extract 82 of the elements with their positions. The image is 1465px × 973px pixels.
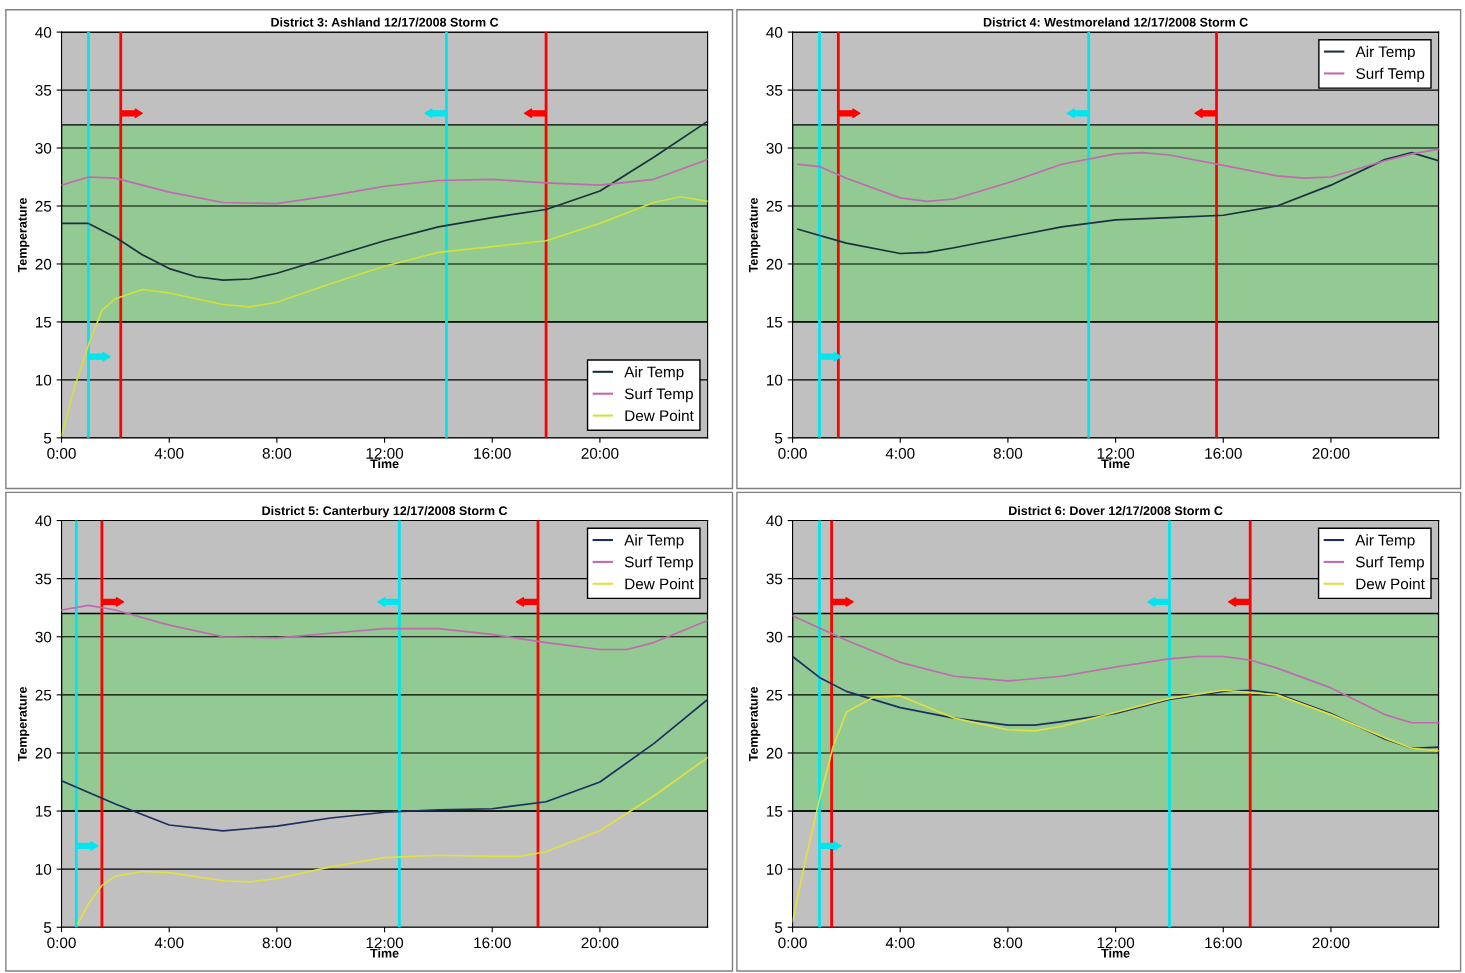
x-tick-label: 16:00 <box>1205 447 1242 459</box>
x-tick-label: 8:00 <box>262 447 292 459</box>
y-tick-label: 30 <box>35 631 52 643</box>
x-tick-label: 4:00 <box>154 937 184 949</box>
y-axis-title: Temperature <box>18 686 30 762</box>
y-axis-title: Temperature <box>749 686 761 762</box>
x-tick-label: 0:00 <box>47 447 76 459</box>
chart-title: District 5: Canterbury 12/17/2008 Storm C <box>262 505 508 518</box>
y-tick-label: 40 <box>766 26 783 38</box>
legend-label: Dew Point <box>625 409 694 422</box>
y-tick-label: 35 <box>766 84 783 96</box>
y-axis-title: Temperature <box>18 198 30 273</box>
y-tick-label: 30 <box>35 142 52 154</box>
y-tick-label: 25 <box>35 689 52 701</box>
x-tick-label: 0:00 <box>778 937 807 949</box>
x-axis-title: Time <box>1101 459 1130 469</box>
x-axis-title: Time <box>370 459 399 469</box>
legend-label: Air Temp <box>624 534 684 549</box>
y-tick-label: 30 <box>766 142 783 154</box>
x-axis-title: Time <box>1101 948 1130 958</box>
legend-label: Air Temp <box>624 366 684 381</box>
y-tick-label: 20 <box>35 258 52 270</box>
y-axis-title: Temperature <box>749 198 761 273</box>
legend-label: Dew Point <box>625 578 694 590</box>
y-tick-label: 10 <box>767 374 783 386</box>
y-tick-label: 35 <box>766 573 783 585</box>
y-tick-label: 20 <box>35 747 52 759</box>
y-tick-label: 30 <box>766 631 783 643</box>
y-tick-label: 10 <box>35 374 52 386</box>
y-tick-label: 20 <box>766 258 783 270</box>
x-tick-label: 16:00 <box>474 937 511 949</box>
y-tick-label: 15 <box>767 806 783 817</box>
x-tick-label: 0:00 <box>778 447 807 459</box>
legend-label: Surf Temp <box>624 387 693 403</box>
y-tick-label: 25 <box>35 200 52 212</box>
y-tick-label: 35 <box>35 573 52 585</box>
line-series <box>797 148 1439 203</box>
x-tick-label: 20:00 <box>1312 937 1350 949</box>
y-tick-label: 40 <box>35 515 52 527</box>
x-tick-label: 20:00 <box>581 447 619 459</box>
legend-label: Dew Point <box>1356 578 1425 590</box>
x-tick-label: 12:00 <box>366 937 404 949</box>
y-tick-label: 25 <box>766 689 783 701</box>
x-tick-label: 4:00 <box>885 937 915 949</box>
legend-label: Surf Temp <box>1356 67 1425 82</box>
line-series <box>76 756 708 925</box>
y-tick-label: 5 <box>774 432 783 444</box>
x-tick-label: 20:00 <box>1312 447 1350 459</box>
legend-label: Air Temp <box>1355 534 1415 549</box>
y-tick-label: 40 <box>35 26 52 38</box>
y-tick-label: 5 <box>43 432 52 444</box>
x-tick-label: 12:00 <box>366 447 404 459</box>
x-tick-label: 20:00 <box>581 937 619 949</box>
x-tick-label: 8:00 <box>993 937 1023 949</box>
x-axis-title: Time <box>370 948 399 958</box>
y-tick-label: 10 <box>767 864 783 875</box>
x-tick-label: 8:00 <box>262 937 292 949</box>
y-tick-label: 15 <box>767 316 783 328</box>
chart-title: District 6: Dover 12/17/2008 Storm C <box>1009 505 1223 516</box>
x-tick-label: 8:00 <box>993 447 1023 459</box>
y-tick-label: 20 <box>766 747 783 759</box>
x-tick-label: 4:00 <box>154 447 184 459</box>
legend-label: Surf Temp <box>1355 556 1424 571</box>
y-tick-label: 35 <box>35 84 52 96</box>
x-tick-label: 0:00 <box>47 937 76 949</box>
x-tick-label: 16:00 <box>474 447 511 459</box>
chart-title: District 3: Ashland 12/17/2008 Storm C <box>271 17 499 27</box>
y-tick-label: 5 <box>774 922 783 933</box>
y-tick-label: 40 <box>766 515 783 527</box>
y-tick-label: 25 <box>766 200 783 212</box>
x-tick-label: 12:00 <box>1097 937 1135 949</box>
y-tick-label: 5 <box>43 922 52 933</box>
legend-label: Air Temp <box>1355 45 1415 61</box>
chart-title: District 4: Westmoreland 12/17/2008 Storm C <box>983 17 1248 27</box>
x-tick-label: 4:00 <box>885 447 915 459</box>
legend-label: Surf Temp <box>624 556 693 571</box>
y-tick-label: 10 <box>35 864 52 875</box>
line-series <box>797 151 1439 255</box>
x-tick-label: 12:00 <box>1097 447 1135 459</box>
x-tick-label: 16:00 <box>1205 937 1242 949</box>
y-tick-label: 15 <box>35 316 52 328</box>
y-tick-label: 15 <box>35 806 52 817</box>
